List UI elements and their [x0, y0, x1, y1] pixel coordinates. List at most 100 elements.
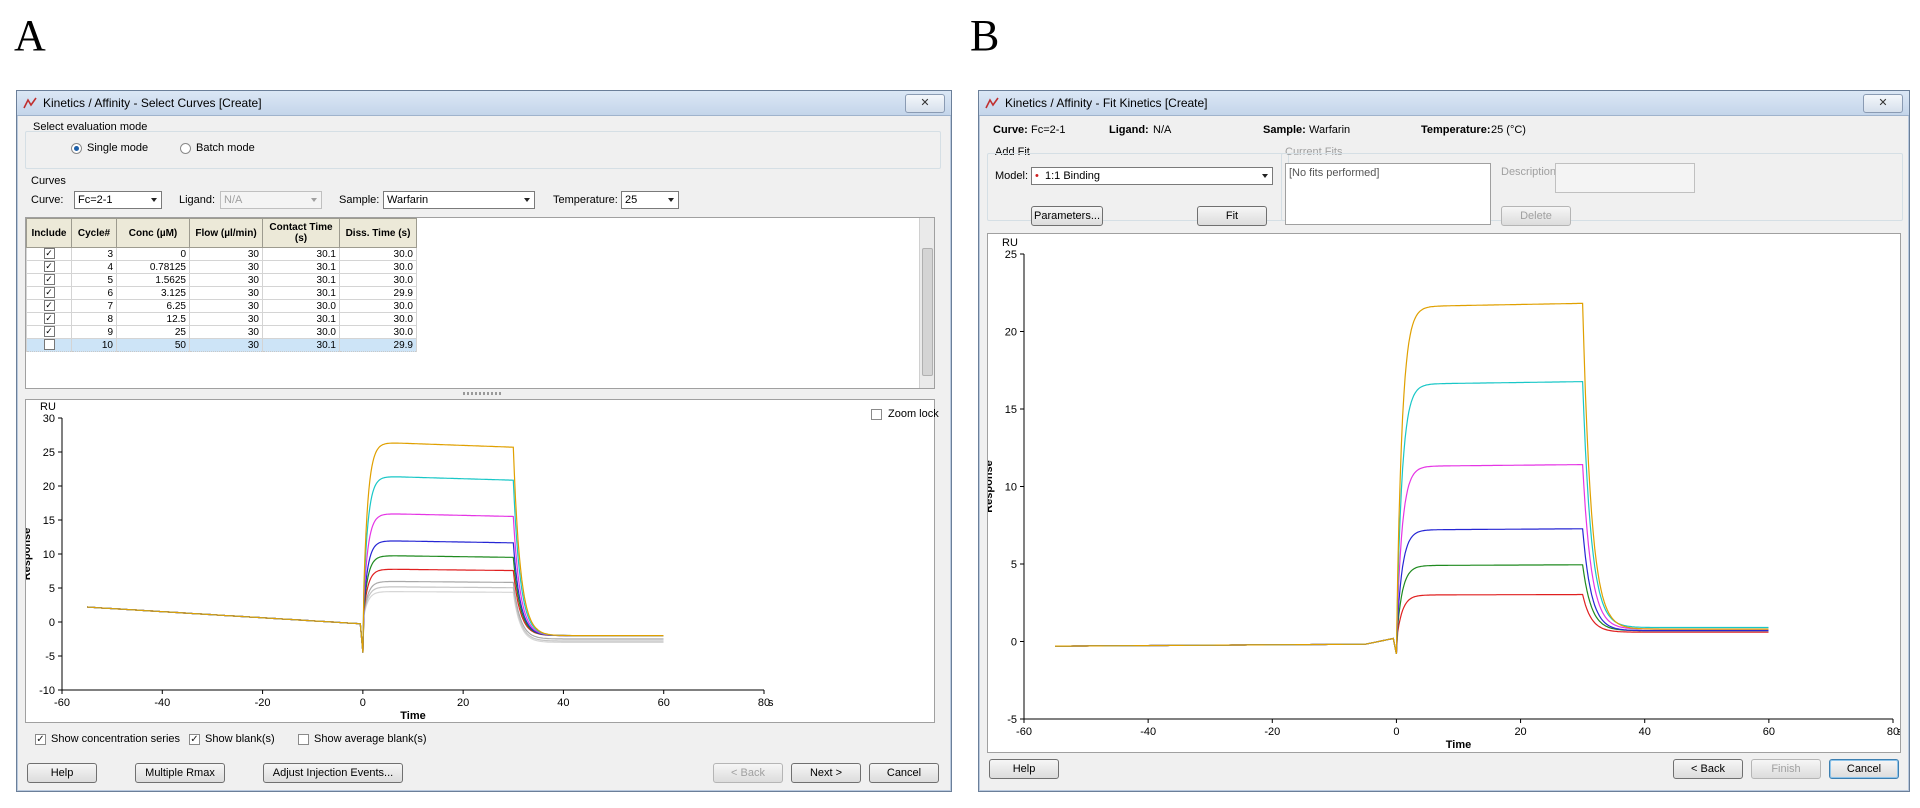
include-checkbox[interactable]: ✓ — [43, 248, 55, 260]
model-label: Model: — [995, 170, 1029, 182]
model-select[interactable]: • 1:1 Binding — [1031, 167, 1273, 185]
col-cycle[interactable]: Cycle# — [71, 218, 117, 248]
y-tick-label: 0 — [1011, 637, 1017, 649]
x-tick-label: -40 — [154, 697, 170, 709]
fit-button[interactable]: Fit — [1197, 206, 1267, 226]
contact-cell: 30.1 — [262, 312, 340, 326]
help-button[interactable]: Help — [27, 763, 97, 783]
include-cell: ✓ — [26, 299, 72, 313]
show-conc-series-checkbox[interactable] — [35, 734, 46, 745]
sample-label: Sample: — [339, 194, 380, 206]
chevron-down-icon — [668, 198, 674, 202]
include-checkbox[interactable]: ✓ — [43, 287, 55, 299]
x-tick-label: 60 — [1763, 726, 1775, 738]
include-checkbox[interactable]: ✓ — [43, 261, 55, 273]
panel-label-a: A — [14, 11, 46, 60]
include-cell: ✓ — [26, 273, 72, 287]
include-checkbox[interactable]: ✓ — [43, 274, 55, 286]
contact-cell: 30.1 — [262, 273, 340, 287]
close-button[interactable]: ✕ — [1863, 94, 1903, 113]
splitter-grip[interactable] — [463, 392, 503, 395]
back-button[interactable]: < Back — [713, 763, 783, 783]
col-contact-time[interactable]: Contact Time (s) — [262, 218, 340, 248]
adjust-injection-events-button[interactable]: Adjust Injection Events... — [263, 763, 403, 783]
y-tick-label: 10 — [43, 549, 55, 561]
curves-table: Include Cycle# Conc (µM) Flow (µl/min) C… — [26, 218, 417, 352]
cycle-cell: 7 — [71, 299, 117, 313]
series-line-yellow — [87, 442, 664, 653]
cycle-cell: 3 — [71, 247, 117, 261]
curve-value: Fc=2-1 — [78, 194, 113, 206]
show-avg-blanks-checkbox[interactable] — [298, 734, 309, 745]
temperature-select[interactable]: 25 — [621, 191, 679, 209]
help-button[interactable]: Help — [989, 759, 1059, 779]
description-field — [1555, 163, 1695, 193]
zoom-lock-checkbox[interactable] — [871, 409, 882, 420]
delete-button[interactable]: Delete — [1501, 206, 1571, 226]
col-conc[interactable]: Conc (µM) — [116, 218, 190, 248]
zoom-lock-label: Zoom lock — [888, 408, 939, 420]
temperature-value: 25 (°C) — [1491, 124, 1526, 136]
col-diss-time[interactable]: Diss. Time (s) — [339, 218, 417, 248]
single-mode-radio[interactable] — [71, 143, 82, 154]
table-row[interactable]: ✓ 9 25 30 30.0 30.0 — [26, 325, 417, 339]
parameters-button[interactable]: Parameters... — [1031, 206, 1103, 226]
table-row[interactable]: ✓ 6 3.125 30 30.1 29.9 — [26, 286, 417, 300]
show-blanks-checkbox[interactable] — [189, 734, 200, 745]
diss-cell: 29.9 — [339, 338, 417, 352]
cancel-button[interactable]: Cancel — [1829, 759, 1899, 779]
include-cell: ✓ — [26, 286, 72, 300]
series-line-gray3 — [87, 591, 664, 653]
flow-cell: 30 — [189, 325, 263, 339]
back-button[interactable]: < Back — [1673, 759, 1743, 779]
table-row[interactable]: ✓ 4 0.78125 30 30.1 30.0 — [26, 260, 417, 274]
sample-select[interactable]: Warfarin — [383, 191, 535, 209]
close-button[interactable]: ✕ — [905, 94, 945, 113]
col-include[interactable]: Include — [26, 218, 72, 248]
table-row[interactable]: 10 50 30 30.1 29.9 — [26, 338, 417, 352]
col-flow[interactable]: Flow (µl/min) — [189, 218, 263, 248]
cycle-cell: 9 — [71, 325, 117, 339]
conc-cell: 1.5625 — [116, 273, 190, 287]
table-row[interactable]: ✓ 5 1.5625 30 30.1 30.0 — [26, 273, 417, 287]
single-mode-label: Single mode — [87, 142, 149, 154]
include-checkbox[interactable]: ✓ — [43, 326, 55, 338]
y-tick-label: 20 — [1005, 327, 1017, 339]
include-checkbox[interactable] — [43, 339, 55, 351]
eval-mode-group — [25, 131, 941, 169]
scrollbar-thumb[interactable] — [922, 248, 933, 376]
current-fits-label: Current Fits — [1285, 146, 1343, 158]
cycle-cell: 5 — [71, 273, 117, 287]
table-row[interactable]: ✓ 7 6.25 30 30.0 30.0 — [26, 299, 417, 313]
x-axis-label: Time — [400, 710, 425, 722]
x-unit-label: s — [768, 697, 774, 709]
finish-button[interactable]: Finish — [1751, 759, 1821, 779]
ligand-label: Ligand: — [179, 194, 216, 206]
multiple-rmax-button[interactable]: Multiple Rmax — [135, 763, 225, 783]
flow-cell: 30 — [189, 273, 263, 287]
y-tick-label: 20 — [43, 481, 55, 493]
current-fits-list[interactable]: [No fits performed] — [1285, 163, 1491, 225]
next-button[interactable]: Next > — [791, 763, 861, 783]
ligand-value: N/A — [224, 194, 243, 206]
curve-select[interactable]: Fc=2-1 — [74, 191, 162, 209]
diss-cell: 30.0 — [339, 312, 417, 326]
include-checkbox[interactable]: ✓ — [43, 300, 55, 312]
series-line-red — [87, 568, 664, 653]
cancel-button[interactable]: Cancel — [869, 763, 939, 783]
cycle-cell: 6 — [71, 286, 117, 300]
add-fit-label: Add Fit — [995, 146, 1030, 158]
series-line-green — [1055, 564, 1769, 655]
batch-mode-radio[interactable] — [180, 143, 191, 154]
table-row[interactable]: ✓ 8 12.5 30 30.1 30.0 — [26, 312, 417, 326]
select-curves-window: Kinetics / Affinity - Select Curves [Cre… — [16, 90, 952, 792]
series-line-cyan — [1055, 381, 1769, 655]
include-cell: ✓ — [26, 247, 72, 261]
x-tick-label: -20 — [255, 697, 271, 709]
flow-cell: 30 — [189, 247, 263, 261]
include-checkbox[interactable]: ✓ — [43, 313, 55, 325]
table-row[interactable]: ✓ 3 0 30 30.1 30.0 — [26, 247, 417, 261]
y-tick-label: 0 — [49, 617, 55, 629]
table-scrollbar[interactable] — [919, 218, 934, 388]
contact-cell: 30.1 — [262, 286, 340, 300]
